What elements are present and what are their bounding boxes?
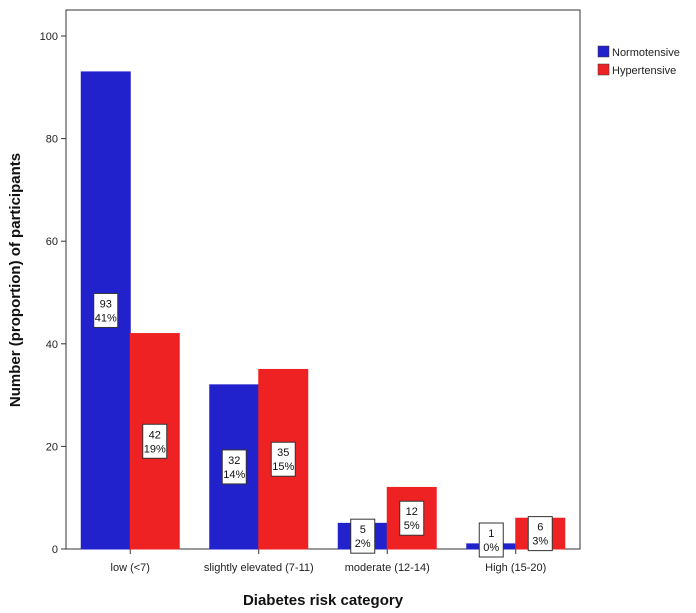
data-label-box [93,292,119,328]
data-label-box [399,500,425,536]
y-tick-label: 40 [46,339,58,351]
data-label-count: 5 [360,524,366,536]
legend-swatch-normotensive [597,45,610,58]
y-tick-label: 100 [40,31,58,43]
data-label: 125% [399,500,425,536]
y-tick-label: 80 [46,134,58,146]
data-label-percent: 0% [483,542,499,554]
data-label-box [478,522,504,558]
data-label-count: 6 [537,522,543,534]
bar-hypertensive-2 [386,486,437,550]
y-axis: 0 20 40 60 80 100 [40,31,66,556]
data-label-percent: 19% [144,443,166,455]
y-tick-label: 60 [46,236,58,248]
data-label-percent: 5% [404,520,420,532]
bars-group [80,71,566,550]
data-label-percent: 14% [223,469,245,481]
y-axis-title: Number (proportion) of participants [7,153,24,407]
data-label-count: 1 [488,528,494,540]
y-tick-label: 0 [52,544,58,556]
data-label-box [350,518,376,554]
data-label-box [142,423,168,459]
data-label-box [221,449,247,485]
data-label-box [270,441,296,477]
data-label: 10% [478,522,504,558]
x-tick-label: moderate (12-14) [345,562,430,574]
data-label: 52% [350,518,376,554]
legend-swatch-hypertensive [597,63,610,76]
y-tick-label: 20 [46,441,58,453]
data-label-count: 35 [277,447,289,459]
legend-label-hypertensive: Hypertensive [612,65,676,77]
data-label-count: 32 [228,455,240,467]
x-axis-title: Diabetes risk category [243,592,404,609]
x-tick-label: low (<7) [111,562,150,574]
data-label-count: 12 [406,506,418,518]
data-label-percent: 15% [272,461,294,473]
x-tick-label: High (15-20) [485,562,546,574]
data-label-count: 93 [100,298,112,310]
data-label-percent: 41% [95,312,117,324]
x-tick-label: slightly elevated (7-11) [204,562,314,574]
legend-label-normotensive: Normotensive [612,47,680,59]
data-label: 63% [527,516,553,552]
data-label-count: 42 [149,429,161,441]
x-axis: low (<7) slightly elevated (7-11) moderate… [111,549,546,574]
data-label-percent: 3% [532,536,548,548]
data-label-percent: 2% [355,538,371,550]
data-label-box [527,516,553,552]
legend: Normotensive Hypertensive [597,45,680,77]
